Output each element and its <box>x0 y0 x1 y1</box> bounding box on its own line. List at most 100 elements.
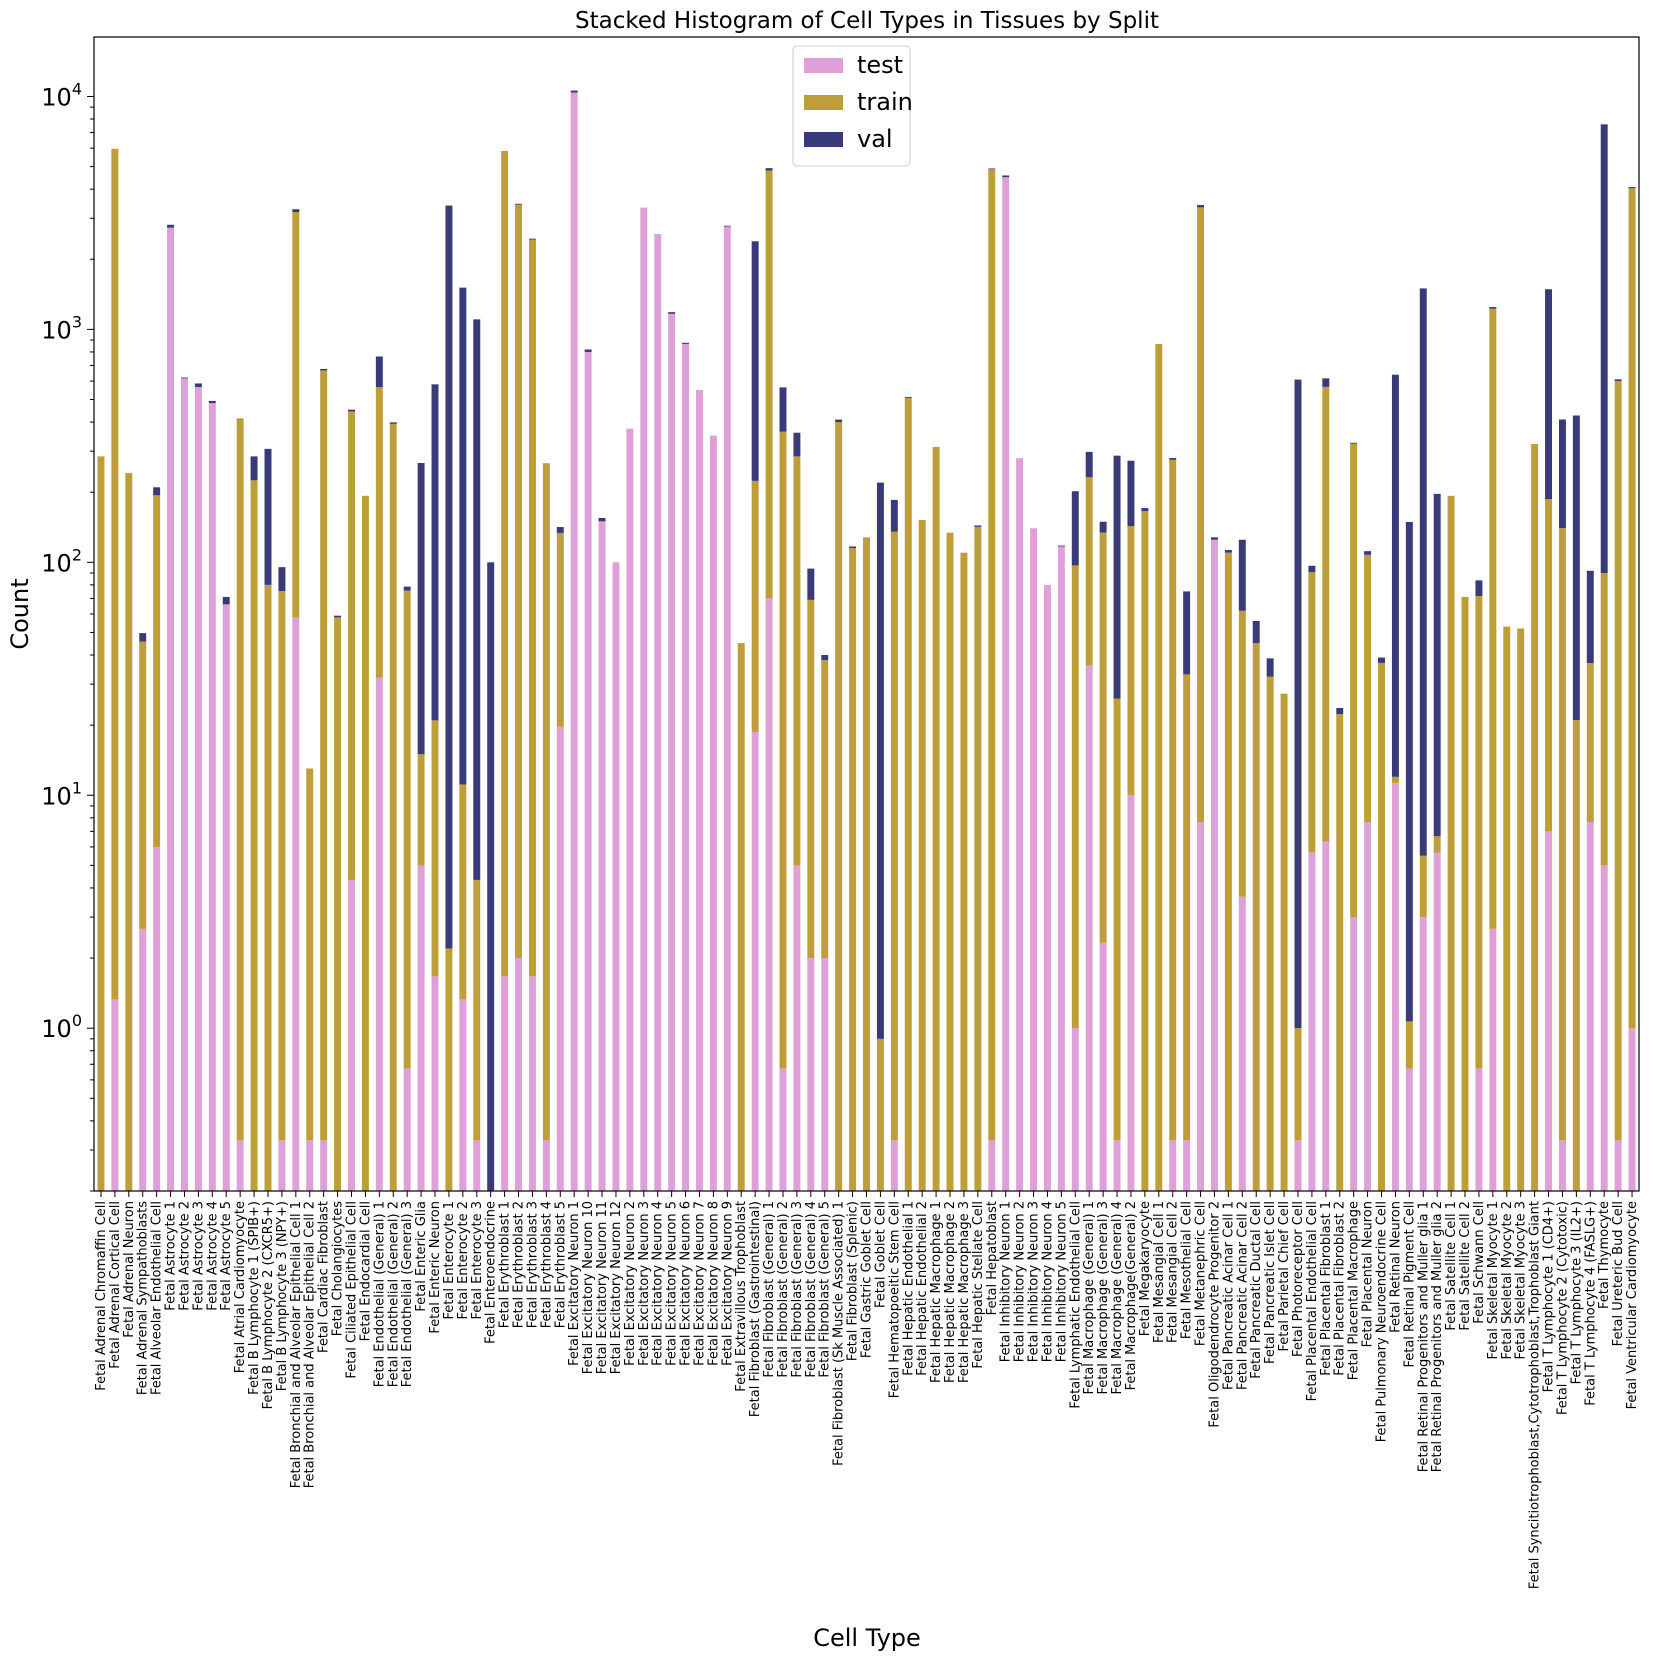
x-tick-label: Fetal Fibroblast (General) 4 <box>804 1201 819 1378</box>
x-tick-label: Fetal T Lymphocyte 2 (Cytotoxic) <box>1555 1201 1570 1415</box>
bar-train-53 <box>835 422 843 1192</box>
bar-train-96 <box>1433 836 1441 853</box>
x-tick-label: Fetal Fibroblast (General) 1 <box>762 1201 777 1378</box>
x-tick-label: Fetal Lymphatic Endothelial Cell <box>1068 1201 1083 1409</box>
legend-swatch-val <box>804 132 843 147</box>
x-tick-label: Fetal Satellite Cell 1 <box>1444 1201 1459 1331</box>
x-tick-label: Fetal Macrophage (General) 4 <box>1110 1201 1125 1395</box>
bar-val-65 <box>1002 175 1010 178</box>
bar-train-99 <box>1475 596 1483 1069</box>
bar-train-86 <box>1294 1028 1302 1141</box>
bar-test-31 <box>528 976 536 1191</box>
x-tick-label: Fetal Enterocyte 2 <box>456 1201 471 1319</box>
bar-test-88 <box>1322 841 1330 1191</box>
bar-test-72 <box>1099 942 1107 1191</box>
bar-val-16 <box>320 368 328 371</box>
y-tick-label: 104 <box>41 79 82 111</box>
x-tick-label: Fetal Placental Neuron <box>1361 1201 1376 1347</box>
bar-val-36 <box>598 517 606 522</box>
bar-train-58 <box>904 397 912 1191</box>
x-tick-label: Fetal T Lymphocyte 4 (FASLG+) <box>1583 1201 1598 1406</box>
bar-test-8 <box>208 403 216 1191</box>
bar-test-91 <box>1364 822 1372 1191</box>
bar-val-7 <box>194 383 202 387</box>
x-tick-label: Fetal Extravillous Trophoblast <box>734 1201 749 1392</box>
bar-val-91 <box>1364 551 1372 555</box>
x-tick-label: Fetal Astrocyte 4 <box>205 1201 220 1311</box>
bar-train-26 <box>459 784 467 1000</box>
bar-test-24 <box>431 976 439 1191</box>
bar-val-93 <box>1391 374 1399 777</box>
bar-train-81 <box>1224 552 1232 1191</box>
bar-train-14 <box>292 212 300 618</box>
bar-train-70 <box>1071 565 1079 1029</box>
bar-test-78 <box>1183 1140 1191 1191</box>
bar-test-87 <box>1308 852 1316 1191</box>
bar-train-98 <box>1461 596 1469 1191</box>
bar-train-61 <box>946 532 954 1191</box>
bar-test-16 <box>320 1140 328 1191</box>
bar-test-86 <box>1294 1140 1302 1191</box>
bar-train-52 <box>821 660 829 959</box>
bar-train-91 <box>1364 554 1372 823</box>
bar-test-26 <box>459 999 467 1191</box>
bar-val-107 <box>1586 570 1594 663</box>
x-tick-label: Fetal Endothelial (General) 3 <box>400 1201 415 1387</box>
bar-val-71 <box>1085 451 1093 478</box>
bar-train-74 <box>1127 526 1135 796</box>
bar-train-30 <box>515 204 523 959</box>
bar-train-78 <box>1183 674 1191 1141</box>
bar-test-5 <box>167 227 175 1191</box>
x-tick-label: Fetal Atrial Cardiomyocyte <box>233 1201 248 1373</box>
x-tick-label: Fetal Erythroblast 5 <box>553 1201 568 1328</box>
x-tick-label: Fetal Mesangial Cell 1 <box>1152 1201 1167 1343</box>
bar-train-23 <box>417 754 425 866</box>
x-tick-label: Fetal T Lymphocyte 1 (CD4+) <box>1542 1201 1557 1392</box>
bar-train-48 <box>765 170 773 599</box>
x-tick-label: Fetal Astrocyte 2 <box>177 1201 192 1311</box>
bars-layer <box>97 90 1636 1192</box>
bar-test-82 <box>1238 896 1246 1191</box>
bar-test-70 <box>1071 1028 1079 1191</box>
x-tick-label: Fetal Inhibitory Neuron 3 <box>1027 1201 1042 1362</box>
x-tick-label: Fetal Pancreatic Acinar Cell 1 <box>1221 1201 1236 1390</box>
x-tick-label: Fetal Macrophage(General) 2 <box>1124 1201 1139 1390</box>
bar-test-7 <box>194 386 202 1192</box>
bar-test-36 <box>598 521 606 1191</box>
bar-test-14 <box>292 617 300 1191</box>
bar-test-52 <box>821 958 829 1191</box>
bar-train-62 <box>960 552 968 1191</box>
bar-val-56 <box>876 482 884 1039</box>
bar-train-100 <box>1489 308 1497 929</box>
bar-val-27 <box>473 319 481 880</box>
x-tick-label: Fetal Adrenal Neuron <box>122 1201 137 1338</box>
bar-val-28 <box>487 562 495 1191</box>
bar-val-100 <box>1489 307 1497 309</box>
bar-val-31 <box>528 238 536 240</box>
bar-val-41 <box>668 312 676 314</box>
bar-test-30 <box>515 958 523 1191</box>
x-tick-label: Fetal Excitatory Neuron 5 <box>665 1201 680 1366</box>
bar-train-101 <box>1503 626 1511 1191</box>
legend: test train val <box>792 45 913 167</box>
bar-train-93 <box>1391 776 1399 783</box>
x-tick-label: Fetal B Lymphocyte 2 (CXCR5+) <box>261 1201 276 1409</box>
bar-val-92 <box>1378 657 1385 663</box>
bar-test-1 <box>111 999 119 1191</box>
bar-test-45 <box>723 226 731 1192</box>
bar-train-97 <box>1447 495 1455 1191</box>
bar-val-18 <box>348 409 355 412</box>
bar-val-30 <box>515 203 523 205</box>
bar-val-42 <box>682 342 690 344</box>
bar-val-63 <box>974 525 982 527</box>
x-tick-label: Fetal Fibroblast (General) 3 <box>790 1201 805 1378</box>
bar-train-33 <box>556 532 564 727</box>
x-tick-label: Fetal Enteric Neuron <box>428 1201 443 1334</box>
bar-test-13 <box>278 1140 286 1191</box>
bar-val-20 <box>375 356 383 388</box>
x-tick-label: Fetal Placental Fibroblast 1 <box>1319 1201 1334 1376</box>
bar-train-22 <box>403 590 411 1069</box>
bar-val-45 <box>723 225 731 227</box>
bar-train-77 <box>1169 459 1177 1141</box>
